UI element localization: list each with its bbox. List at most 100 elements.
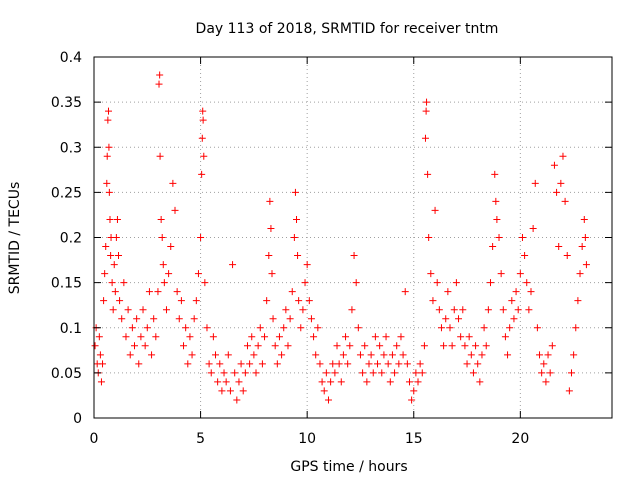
data-point <box>220 369 228 377</box>
data-point <box>442 315 450 323</box>
data-point <box>318 378 326 386</box>
data-point <box>540 360 548 368</box>
data-point <box>198 170 206 178</box>
data-point <box>333 342 341 350</box>
data-point <box>499 306 507 314</box>
data-point <box>226 387 234 395</box>
data-point <box>243 342 251 350</box>
data-point <box>391 369 399 377</box>
data-point <box>401 288 409 296</box>
chart-grid <box>94 57 612 418</box>
data-point <box>433 279 441 287</box>
data-point <box>408 396 416 404</box>
data-point <box>209 333 217 341</box>
data-point <box>329 360 337 368</box>
data-point <box>320 387 328 395</box>
data-point <box>175 315 183 323</box>
data-point <box>480 324 488 332</box>
x-tick-labels: 0 5 10 15 20 <box>90 431 530 447</box>
data-point <box>99 360 107 368</box>
data-point <box>157 215 165 223</box>
data-point <box>363 378 371 386</box>
data-point <box>103 179 111 187</box>
data-point <box>455 315 463 323</box>
data-point <box>567 369 575 377</box>
data-point <box>335 360 343 368</box>
data-point <box>506 324 514 332</box>
data-point <box>107 252 115 260</box>
data-point <box>254 342 262 350</box>
data-point <box>111 288 119 296</box>
data-point <box>405 378 413 386</box>
data-point <box>486 279 494 287</box>
data-point <box>384 360 392 368</box>
data-point <box>133 315 141 323</box>
data-point <box>354 324 362 332</box>
data-point <box>173 288 181 296</box>
data-point <box>380 351 388 359</box>
data-point <box>261 333 269 341</box>
axis-ticks <box>93 56 612 419</box>
data-point <box>141 342 149 350</box>
data-point <box>331 369 339 377</box>
data-point <box>316 360 324 368</box>
data-point <box>510 315 518 323</box>
data-point <box>199 116 207 124</box>
data-point <box>533 324 541 332</box>
data-point <box>516 270 524 278</box>
data-point <box>416 360 424 368</box>
data-point <box>457 333 465 341</box>
data-point <box>280 324 288 332</box>
data-point <box>233 396 241 404</box>
data-point <box>91 342 99 350</box>
data-point <box>97 378 105 386</box>
data-point <box>410 387 418 395</box>
data-point <box>378 369 386 377</box>
data-point <box>352 279 360 287</box>
data-point <box>365 360 373 368</box>
data-point <box>544 351 552 359</box>
data-point <box>269 315 277 323</box>
data-point <box>293 215 301 223</box>
data-point <box>572 324 580 332</box>
data-point <box>346 342 354 350</box>
data-point <box>171 206 179 214</box>
x-tick-label: 10 <box>298 431 316 447</box>
data-point <box>435 306 443 314</box>
data-point <box>229 261 237 269</box>
data-point <box>108 279 116 287</box>
data-point <box>120 279 128 287</box>
data-point <box>527 288 535 296</box>
data-point <box>478 351 486 359</box>
data-point <box>113 215 121 223</box>
data-point <box>570 351 578 359</box>
data-point <box>374 360 382 368</box>
data-point <box>271 342 279 350</box>
data-point <box>422 107 430 115</box>
data-point <box>538 369 546 377</box>
y-tick-label: 0.35 <box>51 95 82 111</box>
data-point <box>531 179 539 187</box>
data-point <box>186 333 194 341</box>
data-point <box>203 324 211 332</box>
data-point <box>201 279 209 287</box>
data-point <box>224 351 232 359</box>
data-point <box>145 288 153 296</box>
data-point <box>563 252 571 260</box>
data-point <box>525 306 533 314</box>
data-point <box>337 378 345 386</box>
data-point <box>154 288 162 296</box>
data-point <box>248 333 256 341</box>
data-point <box>180 342 188 350</box>
data-point <box>518 234 526 241</box>
y-tick-label: 0.3 <box>60 140 82 156</box>
data-point <box>167 243 175 251</box>
data-point <box>106 215 114 223</box>
data-point <box>397 333 405 341</box>
data-point <box>501 333 509 341</box>
data-point <box>205 360 213 368</box>
data-point <box>546 369 554 377</box>
data-point <box>126 351 134 359</box>
data-point <box>344 360 352 368</box>
y-tick-label: 0.2 <box>60 231 82 247</box>
